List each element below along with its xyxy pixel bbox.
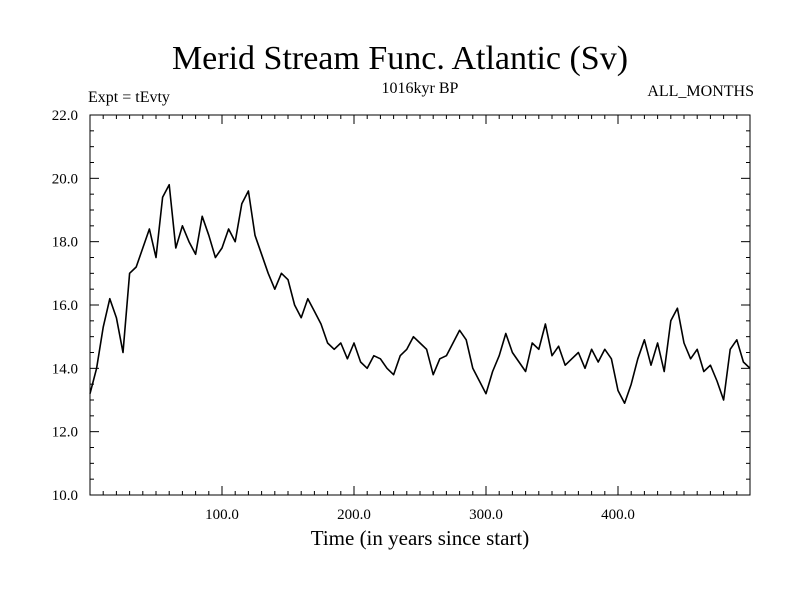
y-tick-label: 20.0 [52,171,78,187]
y-tick-label: 10.0 [52,488,78,504]
series-line-atlantic-moc [89,183,751,404]
months-label: ALL_MONTHS [647,83,754,100]
x-tick-label: 200.0 [337,507,371,523]
x-tick-label: 100.0 [205,507,239,523]
y-tick-label: 16.0 [52,298,78,314]
y-tick-label: 14.0 [52,361,78,377]
x-axis-label: Time (in years since start) [310,526,530,550]
experiment-label: Expt = tEvty [88,89,170,106]
axis-ticks [90,115,750,495]
chart-subtitle: 1016kyr BP [381,80,459,97]
x-tick-label: 300.0 [469,507,503,523]
y-tick-label: 12.0 [52,425,78,441]
y-tick-label: 18.0 [52,235,78,251]
axis-tick-labels: 100.0 200.0 300.0 400.0 10.0 12.0 14.0 16.0 18.0… [52,108,635,523]
x-tick-label: 400.0 [601,507,635,523]
plot-frame [89,114,751,496]
y-tick-label: 22.0 [52,108,78,124]
chart-title: Merid Stream Func. Atlantic (Sv) [171,40,629,77]
